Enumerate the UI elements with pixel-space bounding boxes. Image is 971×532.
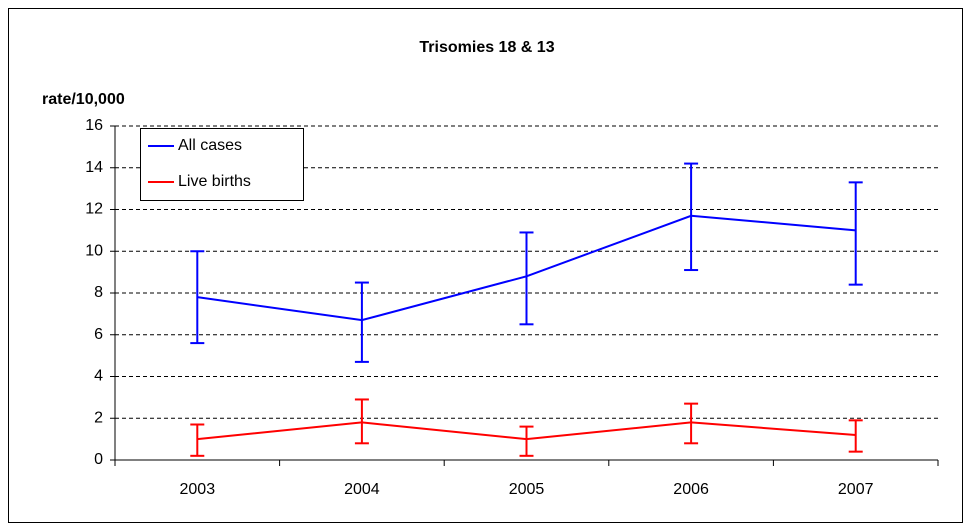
y-tick-label: 10: [85, 242, 103, 259]
series-line: [197, 421, 856, 441]
y-tick-label: 4: [94, 368, 103, 385]
y-tick-label: 6: [94, 326, 103, 343]
chart-frame: [8, 8, 963, 523]
x-tick-label: 2006: [673, 481, 709, 498]
y-tick-label: 0: [94, 451, 103, 468]
series-line: [197, 214, 856, 322]
y-axis-label: rate/10,000: [42, 91, 125, 108]
legend-box: [140, 128, 304, 201]
legend-label: All cases: [178, 137, 242, 154]
legend-label: Live births: [178, 173, 251, 190]
y-tick-label: 14: [85, 159, 103, 176]
y-tick-label: 16: [85, 117, 103, 134]
y-tick-label: 12: [85, 201, 103, 218]
x-tick-label: 2005: [509, 481, 545, 498]
chart-title: Trisomies 18 & 13: [419, 39, 554, 56]
x-tick-label: 2003: [180, 481, 216, 498]
y-tick-label: 8: [94, 284, 103, 301]
x-tick-label: 2004: [344, 481, 380, 498]
y-tick-label: 2: [94, 409, 103, 426]
x-tick-label: 2007: [838, 481, 874, 498]
